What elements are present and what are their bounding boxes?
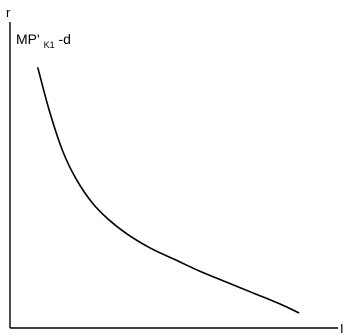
series-line-mpk1-d xyxy=(37,67,300,314)
series-label-tail: -d xyxy=(58,31,70,47)
y-axis-label: r xyxy=(6,5,11,20)
series-label-main: MP' xyxy=(16,31,40,47)
plot-area: r I MP' K1 -d xyxy=(6,5,344,335)
series-label: MP' K1 -d xyxy=(16,31,71,51)
x-axis-label: I xyxy=(340,321,344,335)
series-label-subscript: K1 xyxy=(44,40,55,50)
